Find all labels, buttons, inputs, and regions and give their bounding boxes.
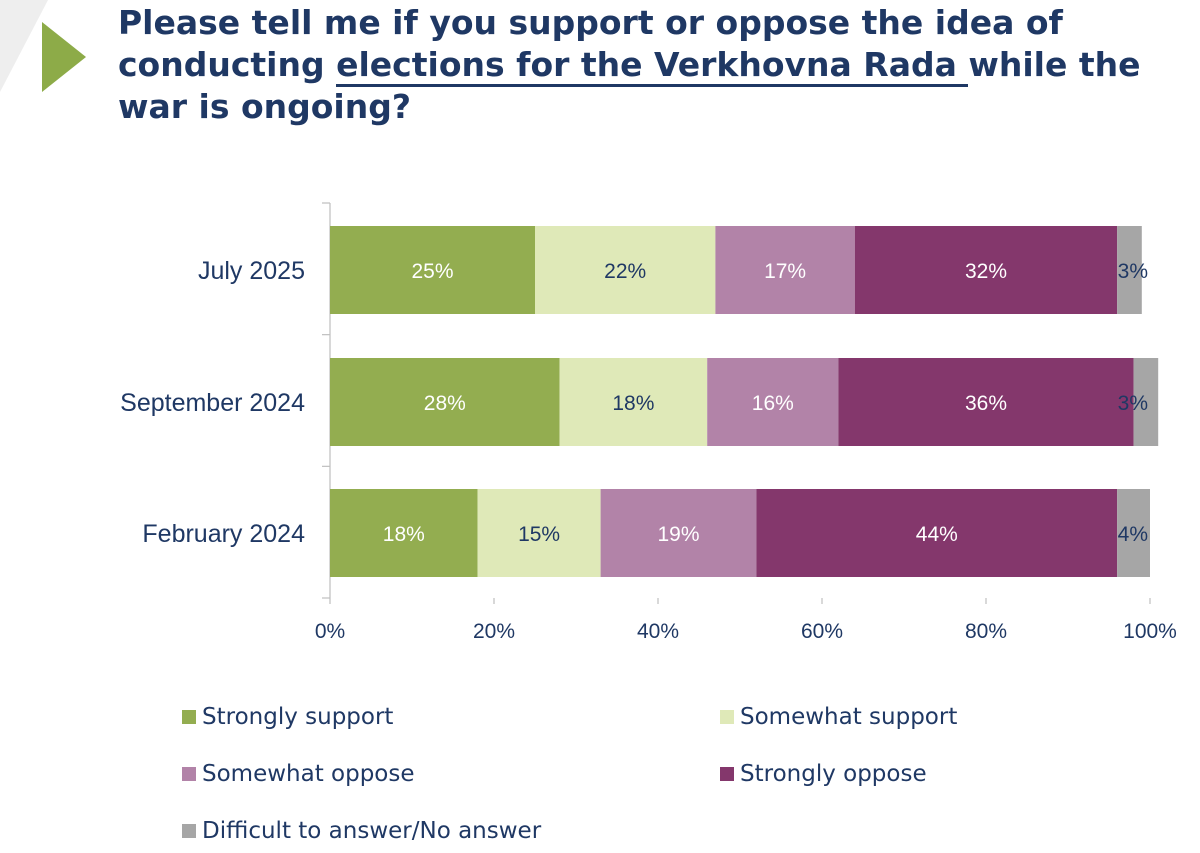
bar-segment [330, 489, 478, 577]
x-tick-label: 40% [637, 620, 679, 643]
data-label: 3% [1118, 260, 1148, 283]
legend-swatch-strongly-support [182, 710, 196, 724]
y-category-label: February 2024 [142, 520, 305, 548]
bar-segment [477, 489, 601, 577]
data-label: 17% [764, 260, 806, 283]
data-label: 19% [657, 523, 699, 546]
x-tick-label: 60% [801, 620, 843, 643]
x-tick-label: 100% [1123, 620, 1177, 643]
data-label: 3% [1118, 392, 1148, 415]
title-text-underlined: elections for the Verkhovna Rada [336, 45, 969, 87]
bar-segment [559, 358, 708, 446]
legend-swatch-somewhat-oppose [182, 767, 196, 781]
title-text-after: while the war is ongoing? [118, 45, 1141, 126]
data-label: 28% [424, 392, 466, 415]
data-label: 18% [383, 523, 425, 546]
legend-item-strongly-support: Strongly support [182, 704, 393, 730]
legend-label: Strongly support [202, 704, 394, 730]
title-arrow-icon [42, 22, 86, 92]
data-label: 16% [752, 392, 794, 415]
legend-item-strongly-oppose: Strongly oppose [720, 761, 927, 787]
data-label: 22% [604, 260, 646, 283]
legend-label: Difficult to answer/No answer [202, 818, 542, 844]
data-label: 15% [518, 523, 560, 546]
bar-segment [1117, 489, 1150, 577]
data-label: 32% [965, 260, 1007, 283]
data-label: 25% [411, 260, 453, 283]
bar-segment [756, 489, 1118, 577]
legend-label: Somewhat oppose [202, 761, 415, 787]
bar-segment [535, 226, 716, 314]
chart-title: Please tell me if you support or oppose … [118, 2, 1178, 128]
bar-segment [707, 358, 839, 446]
bar-segment [330, 358, 560, 446]
data-label: 44% [916, 523, 958, 546]
bar-segment [838, 358, 1134, 446]
legend-label: Somewhat support [740, 704, 958, 730]
legend-item-somewhat-support: Somewhat support [720, 704, 957, 730]
x-tick-label: 0% [315, 620, 345, 643]
data-label: 36% [965, 392, 1007, 415]
legend-swatch-somewhat-support [720, 710, 734, 724]
bar-segment [600, 489, 757, 577]
legend-swatch-difficult-to-answer [182, 824, 196, 838]
y-category-label: September 2024 [120, 389, 305, 417]
corner-decoration [0, 0, 48, 92]
bar-segment [854, 226, 1118, 314]
data-label: 18% [612, 392, 654, 415]
bar-segment [330, 226, 535, 314]
data-label: 4% [1118, 523, 1148, 546]
y-category-label: July 2025 [198, 257, 305, 285]
legend-item-somewhat-oppose: Somewhat oppose [182, 761, 415, 787]
legend-label: Strongly oppose [740, 761, 927, 787]
x-tick-label: 20% [473, 620, 515, 643]
title-text-before: Please tell me if you support or oppose … [118, 3, 1063, 84]
bar-segment [1117, 226, 1142, 314]
x-tick-label: 80% [965, 620, 1007, 643]
legend-item-difficult-to-answer: Difficult to answer/No answer [182, 818, 541, 844]
bar-segment [715, 226, 855, 314]
legend-swatch-strongly-oppose [720, 767, 734, 781]
bar-segment [1133, 358, 1159, 446]
